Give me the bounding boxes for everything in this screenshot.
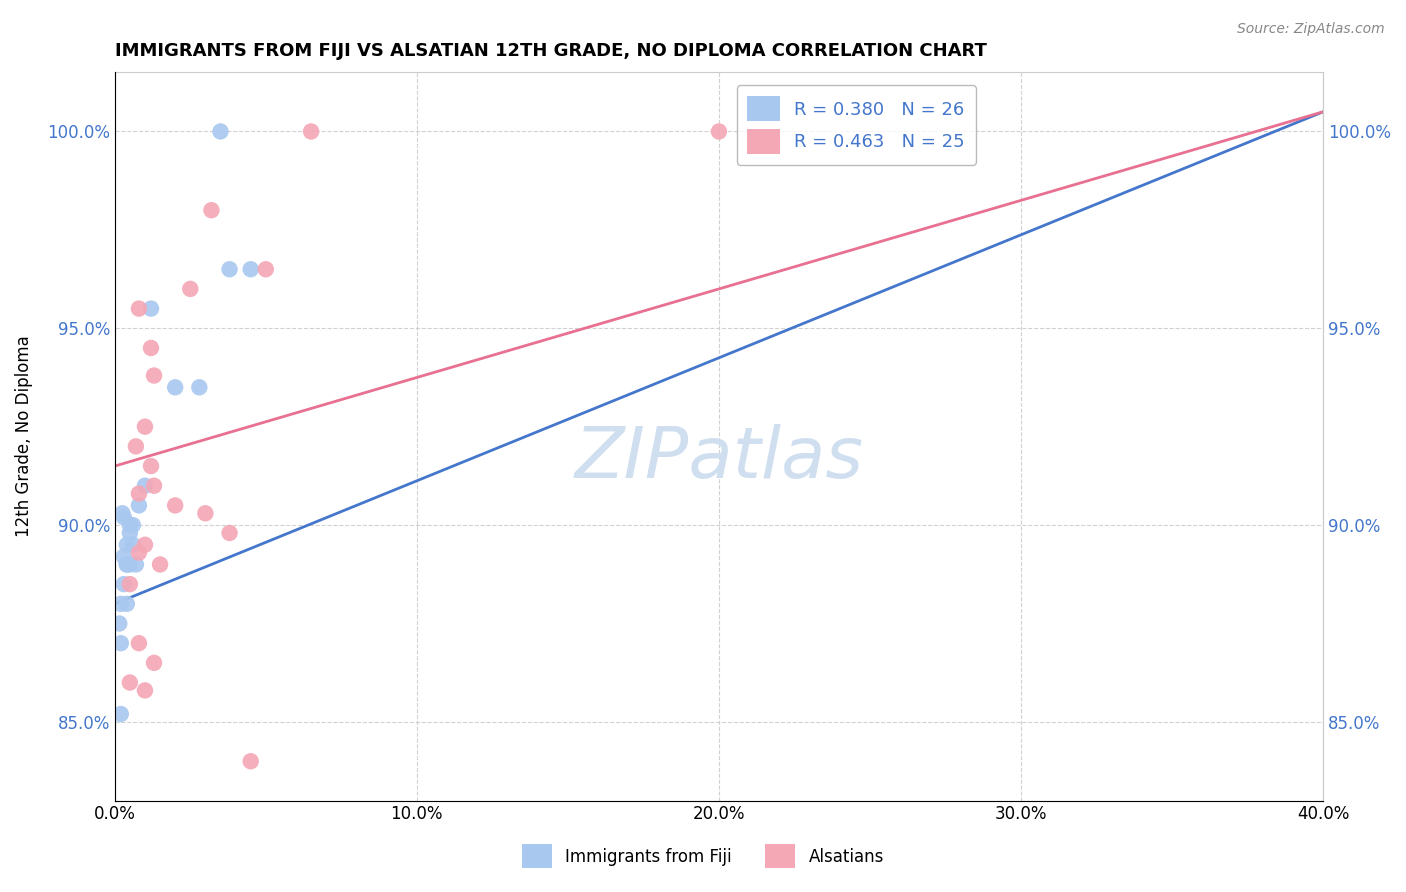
Point [128,301,150,316]
Point [112,510,135,524]
Legend: R = 0.380   N = 26, R = 0.463   N = 25: R = 0.380 N = 26, R = 0.463 N = 25 [737,85,976,165]
Point [299,124,322,138]
Point [143,368,166,383]
Point [179,282,201,296]
Point [165,499,187,513]
Point [118,577,141,591]
Point [112,549,135,564]
Point [110,636,132,650]
Point [118,675,141,690]
Point [115,597,138,611]
Point [110,597,132,611]
Text: Source: ZipAtlas.com: Source: ZipAtlas.com [1237,22,1385,37]
Point [218,525,240,540]
Point [188,380,211,394]
Point [134,479,156,493]
Point [125,439,148,453]
Point [139,301,162,316]
Point [239,262,262,277]
Point [239,754,262,768]
Point [112,577,135,591]
Point [128,636,150,650]
Point [118,558,141,572]
Point [707,124,730,138]
Point [165,380,187,394]
Point [122,538,145,552]
Point [128,486,150,500]
Point [143,656,166,670]
Point [110,706,132,721]
Point [115,558,138,572]
Y-axis label: 12th Grade, No Diploma: 12th Grade, No Diploma [15,335,32,537]
Point [254,262,277,277]
Point [139,458,162,473]
Legend: Immigrants from Fiji, Alsatians: Immigrants from Fiji, Alsatians [516,838,890,875]
Point [209,124,232,138]
Point [108,616,131,631]
Point [128,546,150,560]
Point [122,518,145,533]
Point [218,262,240,277]
Point [111,506,134,520]
Point [134,683,156,698]
Point [143,479,166,493]
Point [125,558,148,572]
Point [194,506,217,520]
Text: ZIPatlas: ZIPatlas [575,424,863,493]
Point [115,538,138,552]
Point [115,558,138,572]
Point [200,203,222,218]
Point [149,558,172,572]
Point [128,499,150,513]
Point [134,538,156,552]
Point [118,525,141,540]
Point [134,419,156,434]
Text: IMMIGRANTS FROM FIJI VS ALSATIAN 12TH GRADE, NO DIPLOMA CORRELATION CHART: IMMIGRANTS FROM FIJI VS ALSATIAN 12TH GR… [115,42,987,60]
Point [118,518,141,533]
Point [139,341,162,355]
